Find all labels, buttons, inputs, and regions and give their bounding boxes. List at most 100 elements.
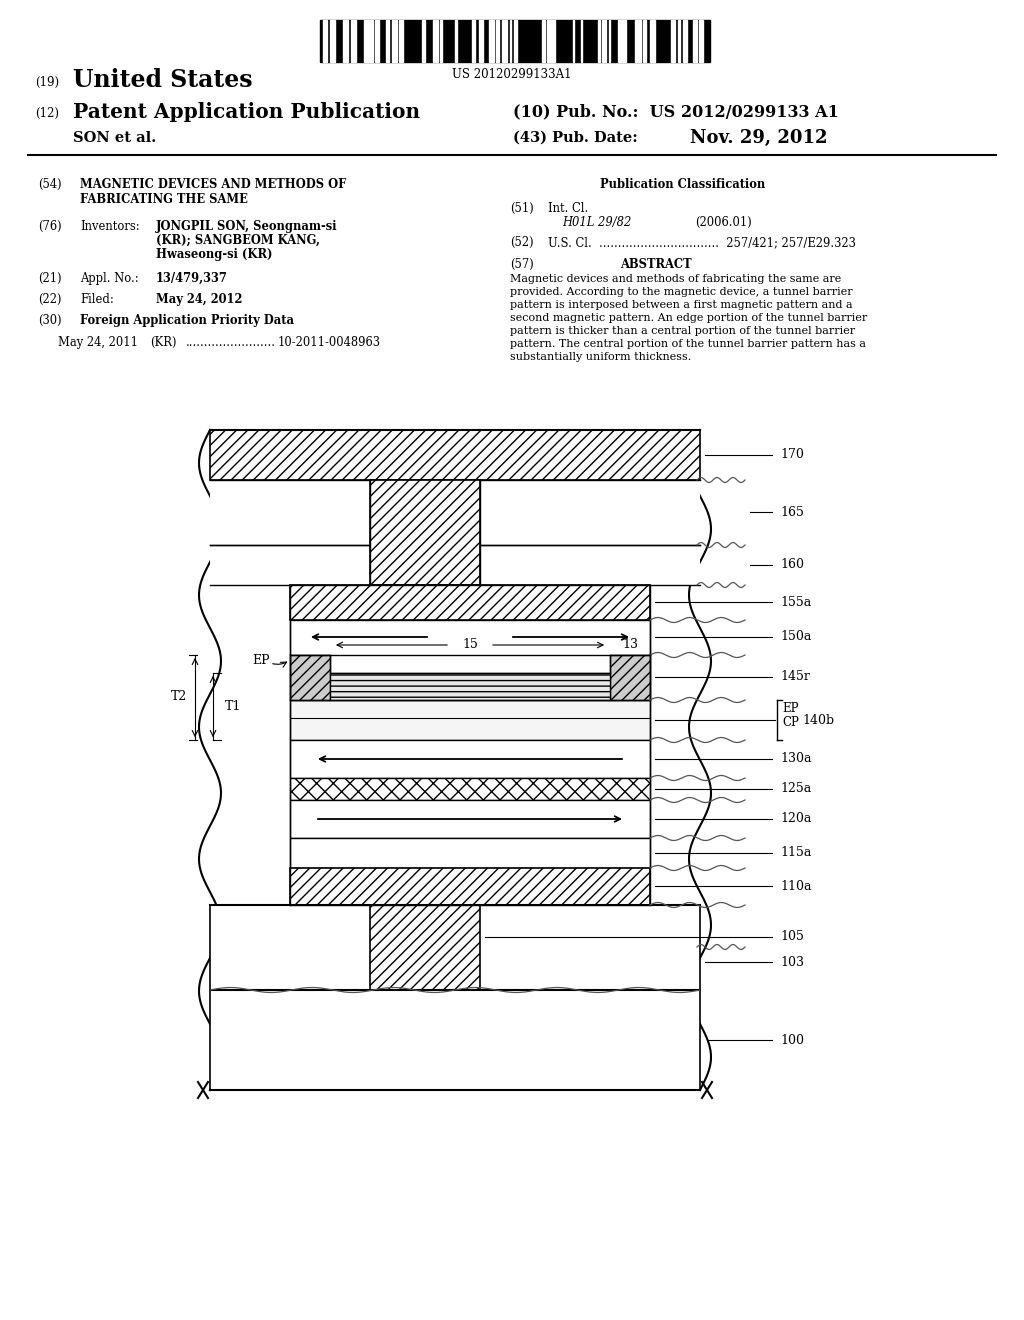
Text: 150a: 150a <box>780 631 811 644</box>
Text: 140b: 140b <box>802 714 835 726</box>
Bar <box>650 20 655 62</box>
Text: 125a: 125a <box>780 783 811 796</box>
Text: 155a: 155a <box>780 595 811 609</box>
Bar <box>392 20 397 62</box>
Text: 13: 13 <box>622 639 638 652</box>
Bar <box>695 20 697 62</box>
Bar <box>422 20 425 62</box>
Text: United States: United States <box>73 69 253 92</box>
Text: May 24, 2012: May 24, 2012 <box>156 293 243 306</box>
Text: (30): (30) <box>38 314 61 327</box>
Bar <box>364 20 369 62</box>
Bar <box>598 20 600 62</box>
Text: provided. According to the magnetic device, a tunnel barrier: provided. According to the magnetic devi… <box>510 286 853 297</box>
Text: SON et al.: SON et al. <box>73 131 157 145</box>
Bar <box>290 800 650 838</box>
Text: second magnetic pattern. An edge portion of the tunnel barrier: second magnetic pattern. An edge portion… <box>510 313 867 323</box>
Bar <box>290 777 650 800</box>
Bar <box>683 20 687 62</box>
Text: (KR): (KR) <box>150 337 176 348</box>
Bar <box>489 20 494 62</box>
Bar <box>440 20 442 62</box>
Bar <box>370 906 480 990</box>
Bar <box>323 20 327 62</box>
Text: 13/479,337: 13/479,337 <box>156 272 228 285</box>
Text: (KR); SANGBEOM KANG,: (KR); SANGBEOM KANG, <box>156 234 319 247</box>
Bar <box>678 20 680 62</box>
Bar <box>375 20 379 62</box>
Bar <box>602 20 604 62</box>
Text: 115a: 115a <box>780 846 811 859</box>
Bar <box>290 741 650 777</box>
Bar <box>290 838 650 869</box>
Bar <box>290 655 330 700</box>
Text: 120a: 120a <box>780 813 811 825</box>
Bar <box>618 20 621 62</box>
Text: (57): (57) <box>510 257 534 271</box>
Text: 170: 170 <box>780 449 804 462</box>
Text: (12): (12) <box>35 107 59 120</box>
Bar <box>643 20 646 62</box>
Bar <box>330 20 335 62</box>
Text: (43) Pub. Date:: (43) Pub. Date: <box>513 131 638 145</box>
Text: H01L 29/82: H01L 29/82 <box>562 216 632 228</box>
Text: JONGPIL SON, Seongnam-si: JONGPIL SON, Seongnam-si <box>156 220 338 234</box>
Text: (19): (19) <box>35 75 59 88</box>
Bar <box>370 480 480 585</box>
Text: 165: 165 <box>780 506 804 519</box>
Text: Magnetic devices and methods of fabricating the same are: Magnetic devices and methods of fabricat… <box>510 275 842 284</box>
Bar <box>290 620 650 655</box>
Bar <box>399 20 403 62</box>
Text: Foreign Application Priority Data: Foreign Application Priority Data <box>80 314 294 327</box>
Bar <box>472 20 475 62</box>
Text: 100: 100 <box>780 1034 804 1047</box>
Bar <box>290 700 650 741</box>
Bar <box>210 906 700 990</box>
Bar <box>319 20 710 62</box>
Text: (21): (21) <box>38 272 61 285</box>
Bar <box>210 545 700 585</box>
Text: 103: 103 <box>780 956 804 969</box>
Bar <box>386 20 389 62</box>
Text: ABSTRACT: ABSTRACT <box>620 257 691 271</box>
Text: Nov. 29, 2012: Nov. 29, 2012 <box>690 129 827 147</box>
Bar <box>699 20 703 62</box>
Text: CP: CP <box>782 715 799 729</box>
Bar <box>550 20 555 62</box>
Bar <box>514 20 517 62</box>
Bar <box>436 20 438 62</box>
Text: 130a: 130a <box>780 752 811 766</box>
Text: pattern is thicker than a central portion of the tunnel barrier: pattern is thicker than a central portio… <box>510 326 855 337</box>
Text: Patent Application Publication: Patent Application Publication <box>73 102 420 121</box>
Text: US 20120299133A1: US 20120299133A1 <box>453 67 571 81</box>
Text: T1: T1 <box>225 700 242 713</box>
Bar <box>210 480 700 545</box>
Bar <box>496 20 499 62</box>
Text: (52): (52) <box>510 236 534 249</box>
Text: 10-2011-0048963: 10-2011-0048963 <box>278 337 381 348</box>
Text: (10) Pub. No.:  US 2012/0299133 A1: (10) Pub. No.: US 2012/0299133 A1 <box>513 103 839 120</box>
Bar <box>210 430 700 480</box>
Bar <box>455 20 457 62</box>
Bar <box>433 20 435 62</box>
Text: U.S. Cl.  ................................  257/421; 257/E29.323: U.S. Cl. ...............................… <box>548 236 856 249</box>
Bar <box>290 869 650 906</box>
Text: MAGNETIC DEVICES AND METHODS OF: MAGNETIC DEVICES AND METHODS OF <box>80 178 346 191</box>
Bar <box>547 20 549 62</box>
Bar <box>622 20 626 62</box>
Bar <box>330 673 610 700</box>
Bar <box>370 20 373 62</box>
Bar <box>343 20 348 62</box>
Text: 15: 15 <box>462 639 478 652</box>
Text: 145r: 145r <box>780 671 810 684</box>
Bar <box>542 20 545 62</box>
Bar <box>351 20 356 62</box>
Text: (2006.01): (2006.01) <box>695 216 752 228</box>
Text: FABRICATING THE SAME: FABRICATING THE SAME <box>80 193 248 206</box>
Bar <box>290 585 650 620</box>
Bar <box>671 20 675 62</box>
Bar <box>479 20 483 62</box>
Text: (51): (51) <box>510 202 534 215</box>
Text: substantially uniform thickness.: substantially uniform thickness. <box>510 352 691 362</box>
Text: (22): (22) <box>38 293 61 306</box>
